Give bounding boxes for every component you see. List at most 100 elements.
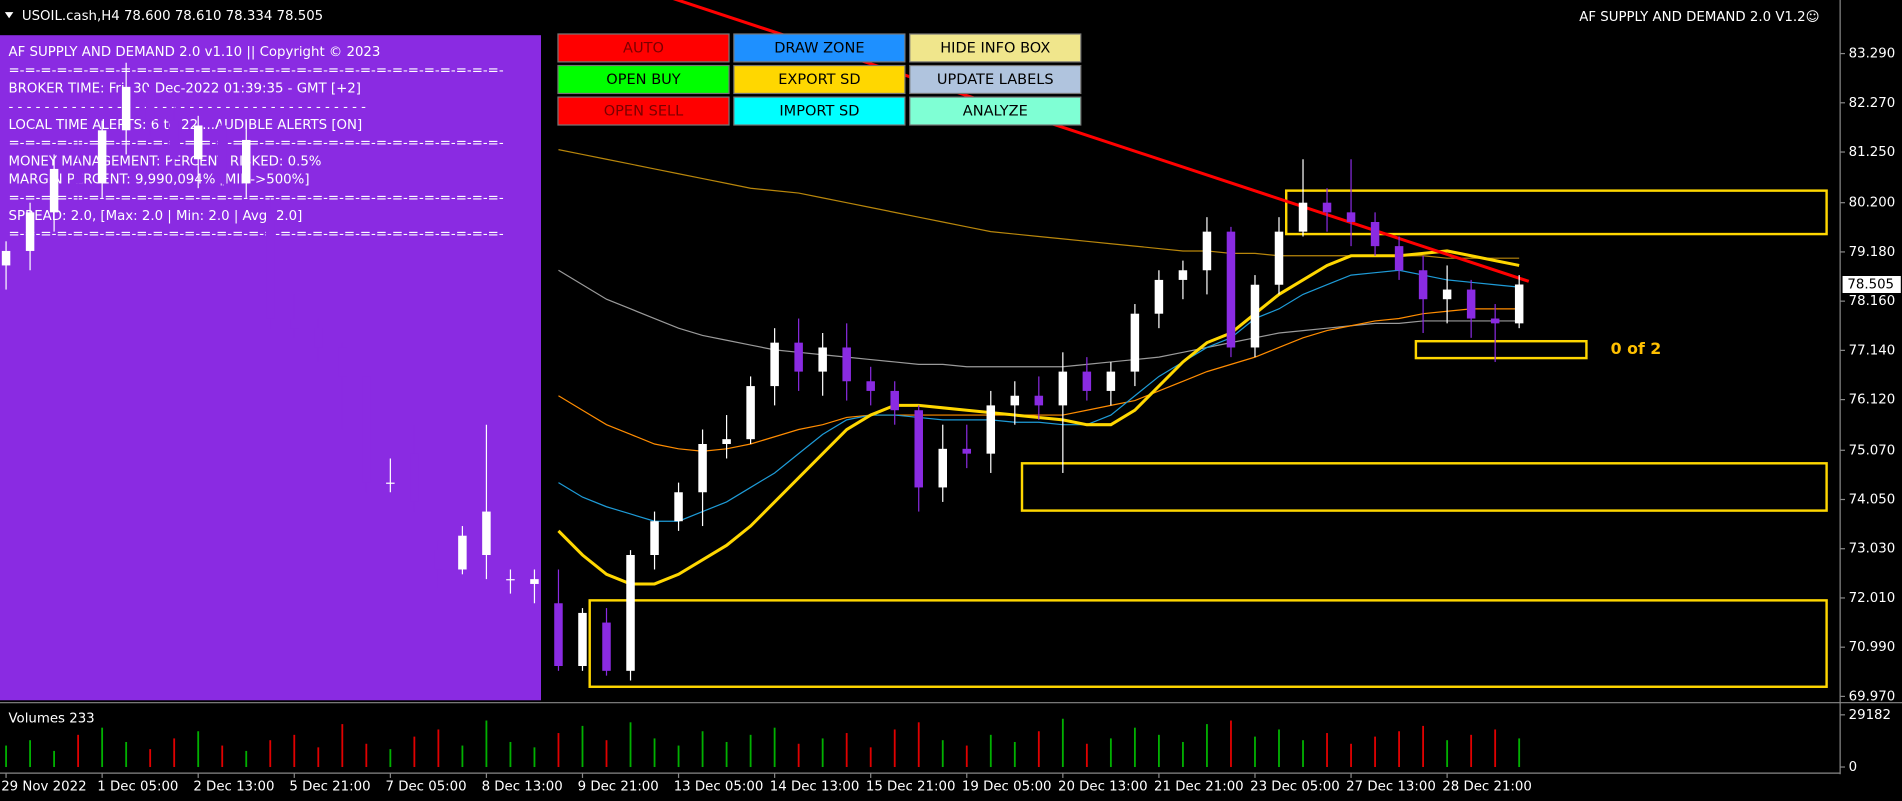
candle-body	[1010, 395, 1020, 406]
x-tick-label: 5 Dec 21:00	[289, 779, 370, 794]
info-line: BROKER TIME: Fri, 30-Dec-2022 01:39:35 -…	[8, 82, 360, 97]
y-tick-label: 77.140	[1849, 343, 1896, 358]
candle-body	[1514, 284, 1524, 324]
candle-body	[842, 347, 851, 382]
candle-body	[986, 405, 996, 454]
info-line: AF SUPPLY AND DEMAND 2.0 v1.10 || Copyri…	[8, 45, 380, 60]
current-price-label: 78.505	[1847, 277, 1894, 292]
x-tick-label: 23 Dec 05:00	[1250, 779, 1340, 794]
candle-body	[674, 492, 683, 522]
candle-body	[626, 555, 635, 671]
button[interactable]	[557, 96, 730, 126]
button[interactable]	[733, 33, 906, 63]
y-tick-label: 81.250	[1849, 145, 1896, 160]
button[interactable]	[733, 64, 906, 95]
volume-tick-label: 0	[1849, 760, 1857, 775]
candle-body	[410, 453, 419, 502]
y-tick-label: 69.970	[1849, 689, 1896, 704]
candle-body	[1298, 202, 1308, 232]
candle-body	[1226, 231, 1236, 348]
info-line: LOCAL TIME ALERTS: 6 to 22....AUDIBLE AL…	[8, 118, 362, 133]
candle-body	[290, 318, 299, 329]
info-line: MONEY MANAGEMENT: PERCENT RISKED: 0.5%	[8, 154, 321, 169]
candle-body	[722, 439, 731, 445]
supply-demand-zone	[1284, 189, 1828, 236]
button-label[interactable]: ANALYZE	[963, 103, 1028, 120]
x-tick-label: 2 Dec 13:00	[193, 779, 274, 794]
button[interactable]	[557, 64, 730, 95]
candle-body	[482, 511, 491, 556]
button-label[interactable]: HIDE INFO BOX	[940, 40, 1050, 57]
candle-body	[73, 168, 83, 184]
candle-body	[962, 448, 972, 454]
x-tick-label: 9 Dec 21:00	[578, 779, 659, 794]
y-tick-label: 80.200	[1849, 196, 1896, 211]
candle-body	[1346, 212, 1356, 223]
info-line: =-=-=-=-=-=-=-=-=-=-=-=-=-=-=-=-=-=-=-=-…	[8, 227, 503, 242]
x-tick-label: 21 Dec 21:00	[1154, 779, 1244, 794]
x-tick-label: 8 Dec 13:00	[482, 779, 563, 794]
candle-body	[1394, 246, 1404, 271]
button-label[interactable]: DRAW ZONE	[774, 40, 864, 57]
y-tick-label: 79.180	[1849, 245, 1896, 260]
button[interactable]	[909, 96, 1082, 126]
zone-label: 0 of 2	[1611, 339, 1662, 358]
candle-body	[1, 250, 11, 266]
candle-body	[266, 212, 275, 319]
candle-body	[578, 612, 587, 667]
candle-body	[1106, 371, 1116, 391]
candle-body	[890, 390, 899, 411]
candle-body	[314, 328, 323, 348]
candle-body	[362, 376, 371, 483]
button[interactable]	[557, 33, 730, 63]
candle-body	[1442, 289, 1452, 300]
supply-demand-zone	[588, 599, 1828, 688]
symbol-menu-arrow[interactable]	[4, 12, 14, 19]
candle-body	[338, 347, 347, 377]
x-tick-label: 14 Dec 13:00	[770, 779, 860, 794]
candle-body	[1202, 231, 1212, 271]
candle-body	[698, 444, 707, 493]
supply-demand-zone	[1020, 462, 1828, 512]
x-tick-label: 7 Dec 05:00	[385, 779, 466, 794]
moving-average	[558, 269, 1520, 368]
button[interactable]	[733, 96, 906, 126]
candle-body	[746, 386, 755, 440]
candle-body	[914, 410, 923, 488]
candle-body	[1082, 371, 1092, 391]
candle-body	[770, 342, 779, 387]
x-tick-label: 19 Dec 05:00	[962, 779, 1052, 794]
button[interactable]	[909, 33, 1082, 63]
info-line: =-=-=-=-=-=-=-=-=-=-=-=-=-=-=-=-=-=-=-=-…	[8, 136, 503, 151]
candle-body	[1034, 395, 1044, 406]
info-line: =-=-=-=-=-=-=-=-=-=-=-=-=-=-=-=-=-=-=-=-…	[8, 191, 503, 206]
candle-body	[1490, 318, 1500, 324]
button-label[interactable]: UPDATE LABELS	[937, 71, 1054, 88]
candle-body	[193, 125, 203, 160]
x-tick-label: 28 Dec 21:00	[1442, 779, 1532, 794]
y-tick-label: 78.160	[1849, 294, 1896, 309]
candle-body	[49, 168, 59, 213]
volume-title: Volumes 233	[8, 711, 94, 726]
button-label[interactable]: IMPORT SD	[779, 103, 859, 120]
button-label[interactable]: OPEN BUY	[606, 71, 681, 88]
x-tick-label: 13 Dec 05:00	[674, 779, 764, 794]
candle-body	[169, 120, 179, 160]
button-label[interactable]: EXPORT SD	[778, 71, 860, 88]
x-tick-label: 29 Nov 2022	[1, 779, 86, 794]
candle-body	[1178, 270, 1188, 280]
candle-body	[217, 125, 227, 184]
button-label[interactable]: OPEN SELL	[604, 103, 684, 120]
info-line: SPREAD: 2.0, [Max: 2.0 | Min: 2.0 | Avg:…	[8, 209, 302, 224]
x-tick-label: 20 Dec 13:00	[1058, 779, 1148, 794]
x-tick-label: 1 Dec 05:00	[97, 779, 178, 794]
button[interactable]	[909, 64, 1082, 95]
candle-body	[1154, 279, 1164, 314]
candle-body	[602, 622, 611, 671]
candle-body	[97, 130, 107, 184]
button-label[interactable]: AUTO	[623, 40, 664, 57]
candle-body	[1250, 284, 1260, 348]
candle-body	[1418, 270, 1428, 300]
supply-demand-zone	[1414, 339, 1588, 360]
